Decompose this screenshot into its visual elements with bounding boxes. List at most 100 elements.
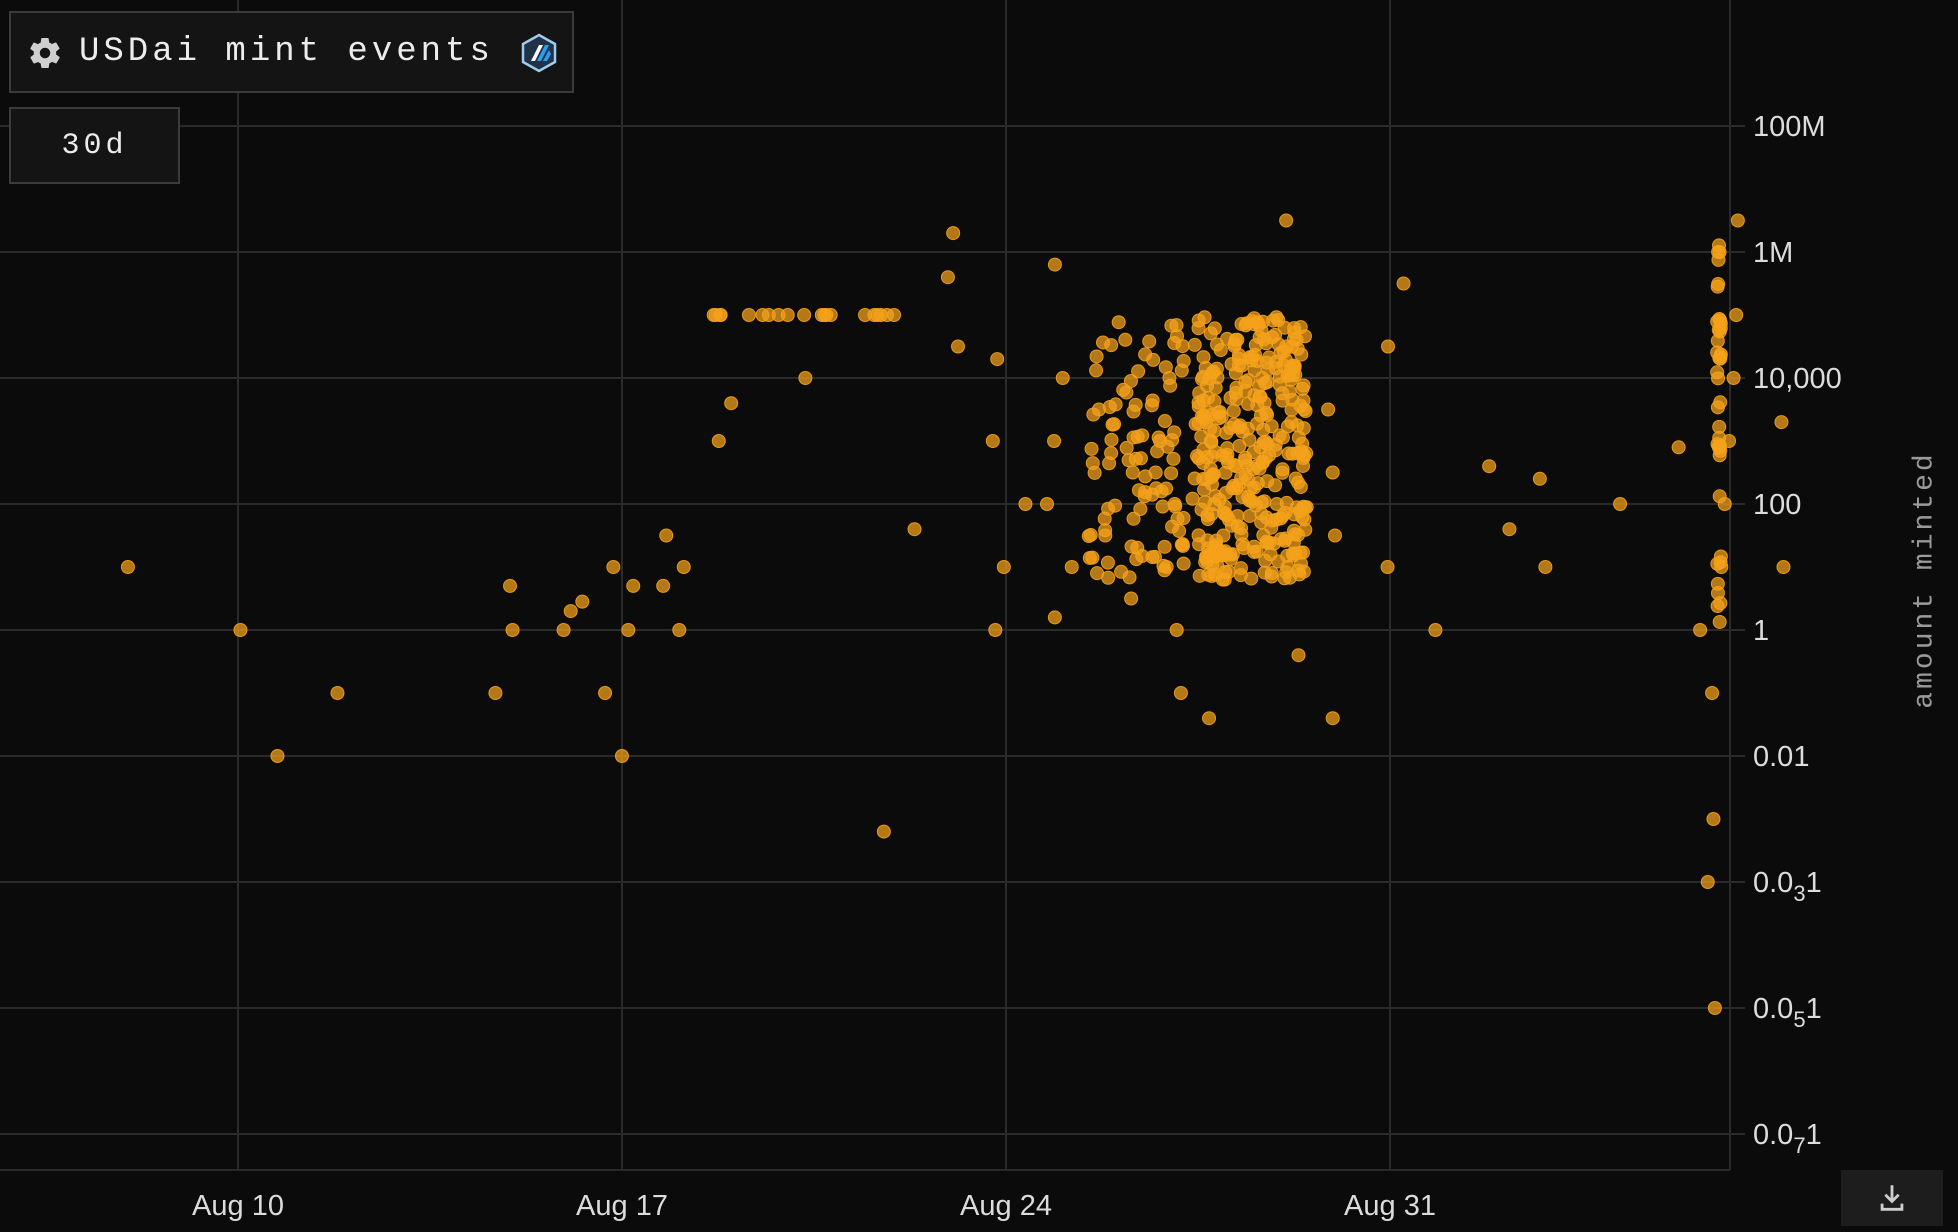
period-30d-button[interactable]: 30d [9,107,180,184]
download-icon [1880,1185,1904,1211]
scatter-point [1381,339,1396,354]
scatter-point [1085,550,1100,565]
scatter-point [1294,444,1309,459]
scatter-point [1482,459,1497,474]
y-axis-label: amount minted [1909,451,1941,709]
scatter-point [1327,528,1342,543]
scatter-point [1121,453,1136,468]
scatter-point [1226,404,1241,419]
download-button[interactable] [1841,1170,1943,1226]
scatter-point [1165,433,1180,448]
scatter-point [1275,465,1290,480]
x-tick-label: Aug 31 [1344,1190,1436,1222]
scatter-point [1249,416,1264,431]
scatter-point [713,308,728,322]
y-tick-label: 0.051 [1753,993,1822,1032]
scatter-point [907,522,922,537]
data-points [120,213,1791,1015]
scatter-point [817,308,832,322]
scatter-point [1706,812,1721,826]
scatter-point [1104,338,1119,353]
scatter-point [621,623,636,637]
scatter-point [614,749,629,763]
y-tick-label: 0.031 [1753,867,1822,906]
scatter-point [1713,596,1728,611]
scatter-point [1247,347,1262,362]
scatter-point [724,396,739,411]
scatter-point [676,560,691,574]
scatter-point [946,226,961,241]
scatter-point [1173,686,1188,700]
scatter-point [1234,358,1249,373]
scatter-point [1089,349,1104,364]
chart-title-box[interactable]: USDai mint events [9,11,574,93]
scatter-point [1710,365,1725,380]
scatter-point [1116,382,1131,397]
scatter-point [1246,445,1261,460]
scatter-point [1111,315,1126,330]
y-tick-label: 1M [1753,237,1793,269]
y-tick-label: 10,000 [1753,363,1842,395]
scatter-point [1191,451,1206,466]
scatter-point [1142,334,1157,349]
scatter-point [1089,363,1104,378]
scatter-point [1102,399,1117,414]
scatter-point [120,560,135,574]
scatter-point [990,352,1005,367]
scatter-point [1084,441,1099,456]
scatter-point [1218,465,1233,480]
scatter-point [1119,440,1134,455]
scatter-point [1223,390,1238,405]
scatter-point [1230,332,1245,347]
scatter-point [1207,424,1222,439]
scatter-point [1259,336,1274,351]
scatter-point [1284,415,1299,430]
scatter-point [563,604,578,619]
scatter-point [1729,308,1744,322]
scatter-point [1321,402,1336,417]
scatter-point [1118,332,1133,347]
scatter-point [1705,686,1720,700]
scatter-point [1170,511,1185,526]
y-tick-label: 0.071 [1753,1119,1822,1158]
scatter-point [1380,560,1395,574]
scatter-point [1285,392,1300,407]
scatter-point [1538,560,1553,574]
scatter-point [1107,417,1122,432]
scatter-point [1271,312,1286,327]
scatter-point [656,578,671,593]
scatter-point [1712,245,1727,260]
scatter-point [1246,461,1261,476]
scatter-point [1210,370,1225,385]
scatter-point [1291,430,1306,445]
scatter-point [606,560,621,574]
scatter-point [1250,476,1265,491]
scatter-point [1710,345,1725,360]
scatter-point [1090,566,1105,581]
scatter-point [488,686,503,700]
scatter-point [659,528,674,543]
scatter-point [1176,354,1191,369]
gear-icon[interactable] [27,35,63,71]
scatter-point [1150,444,1165,459]
scatter-point [1147,549,1162,564]
scatter-point [867,308,882,322]
scatter-point [1155,499,1170,514]
scatter-point [1157,414,1172,429]
scatter-point [1296,402,1311,417]
scatter-point [626,578,641,593]
scatter-point [1157,563,1172,578]
scatter-point [1154,484,1169,499]
scatter-point [1081,529,1096,544]
scatter-point [1217,506,1232,521]
scatter-point [1275,430,1290,445]
scatter-point [797,308,812,322]
scatter-point [1166,451,1181,466]
scatter-point [879,308,894,322]
scatter-point [1145,393,1160,408]
scatter-point [1192,568,1207,583]
scatter-point [1172,523,1187,538]
y-tick-label: 100 [1753,489,1801,521]
scatter-point [1730,213,1745,228]
scatter-point [1123,373,1138,388]
